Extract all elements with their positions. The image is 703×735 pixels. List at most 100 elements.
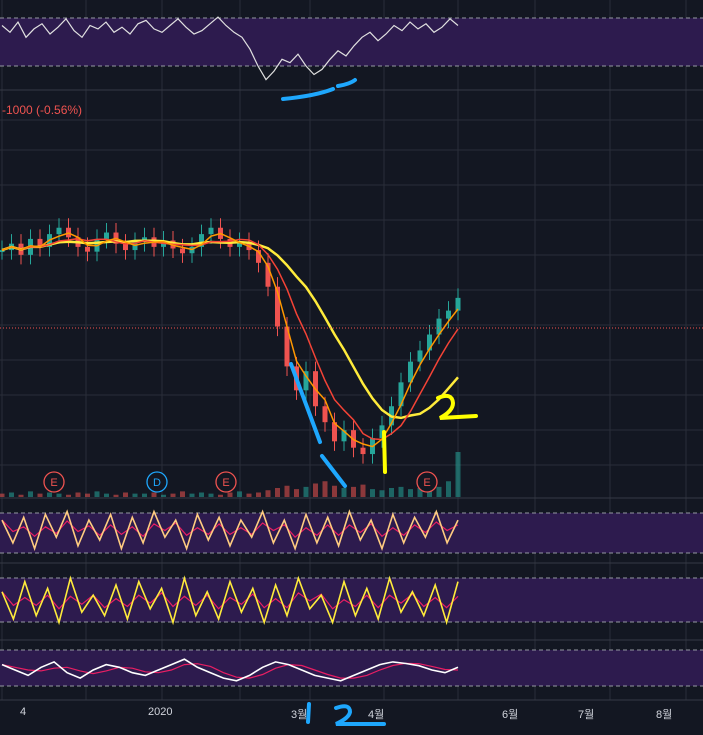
band-fill-0	[0, 18, 703, 66]
candle-body-14	[132, 242, 138, 251]
volume-bar-34	[322, 481, 328, 497]
volume-bar-43	[408, 489, 413, 497]
ma-short-line	[1, 232, 459, 448]
volume-bar-21	[199, 492, 204, 497]
top-oscillator-line	[1, 16, 459, 81]
x-axis-label-2: 3월	[291, 709, 308, 721]
volume-bar-44	[417, 488, 423, 497]
stochastic-3-signal	[1, 662, 459, 679]
candle-body-0	[0, 250, 5, 253]
volume-bar-31	[294, 489, 299, 497]
volume-bar-16	[151, 492, 157, 497]
event-marker-circle-3	[416, 471, 438, 493]
candle-body-47	[446, 310, 451, 319]
candle-body-21	[199, 234, 204, 247]
volume-bar-27	[256, 492, 261, 497]
volume-bar-48	[455, 452, 461, 497]
volume-bar-17	[161, 494, 166, 497]
event-marker-label-0: E	[50, 477, 57, 489]
stochastic-1-signal	[1, 519, 459, 539]
x-axis-label-0: 4	[20, 706, 27, 718]
annotation-blue-bottom-two	[334, 704, 386, 726]
volume-bar-28	[265, 490, 271, 497]
volume-bar-8	[75, 492, 81, 497]
candle-body-36	[341, 430, 347, 442]
volume-bar-26	[246, 493, 252, 497]
candle-body-11	[104, 232, 109, 239]
candle-body-9	[85, 246, 90, 252]
volume-bar-33	[313, 483, 318, 497]
candle-body-25	[237, 242, 242, 247]
event-marker-circle-1	[146, 471, 168, 493]
volume-bar-9	[85, 493, 90, 497]
annotation-blue-bottom-one	[306, 702, 311, 724]
volume-bar-15	[142, 493, 147, 497]
annotation-blue-diag-2	[320, 454, 347, 488]
x-axis-label-1: 2020	[148, 706, 173, 718]
candle-body-34	[322, 406, 328, 423]
volume-bar-13	[123, 492, 128, 497]
candle-body-44	[417, 350, 423, 362]
volume-bar-22	[208, 493, 214, 497]
candle-body-28	[265, 262, 271, 287]
stochastic-2-main	[1, 575, 459, 626]
volume-bar-30	[284, 485, 290, 497]
annotation-yellow-one	[382, 430, 387, 474]
candle-body-42	[398, 382, 404, 407]
volume-bar-14	[132, 493, 138, 497]
candle-body-43	[408, 361, 413, 383]
event-marker-circle-0	[43, 471, 65, 493]
x-axis-label-4: 6월	[502, 709, 519, 721]
volume-bar-1	[9, 492, 14, 497]
volume-bar-5	[47, 492, 52, 497]
volume-bar-40	[379, 490, 385, 497]
volume-bar-24	[227, 492, 233, 497]
candle-body-4	[37, 238, 43, 247]
annotation-blue-top-curve	[281, 78, 357, 101]
volume-bar-42	[398, 486, 404, 497]
annotation-blue-diag-1	[289, 362, 322, 444]
candle-body-13	[123, 243, 128, 251]
volume-bar-11	[104, 493, 109, 497]
volume-bar-38	[360, 484, 366, 497]
volume-bar-0	[0, 493, 5, 497]
volume-bar-20	[189, 493, 195, 497]
volume-bar-12	[113, 494, 119, 497]
volume-bar-10	[94, 491, 100, 497]
candle-body-40	[379, 425, 385, 439]
annotation-yellow-two	[436, 393, 478, 420]
volume-bar-3	[28, 491, 33, 497]
band-fill-3	[0, 650, 703, 686]
event-marker-label-2: E	[222, 477, 229, 489]
volume-bar-4	[37, 493, 43, 497]
volume-bar-25	[237, 491, 242, 497]
volume-bar-47	[446, 481, 451, 497]
candle-body-30	[284, 326, 290, 367]
x-axis-label-3: 4월	[368, 709, 385, 721]
candle-body-38	[360, 447, 366, 455]
volume-bar-19	[180, 491, 185, 497]
volume-bar-6	[56, 493, 62, 497]
candle-body-19	[180, 248, 185, 254]
candle-body-32	[303, 371, 309, 391]
volume-bar-7	[66, 494, 71, 497]
event-marker-label-1: D	[153, 477, 161, 489]
ma-long-line	[1, 239, 459, 420]
price-change-label: -1000 (-0.56%)	[2, 103, 83, 117]
candle-body-35	[332, 422, 337, 442]
volume-bar-29	[275, 488, 280, 497]
candle-body-48	[455, 297, 461, 311]
volume-bar-23	[218, 494, 223, 497]
volume-bar-18	[170, 493, 176, 497]
volume-bar-35	[332, 485, 337, 497]
candle-body-27	[256, 250, 261, 263]
event-marker-circle-2	[215, 471, 237, 493]
volume-bar-46	[436, 486, 442, 497]
stochastic-3-main	[1, 658, 459, 682]
volume-bar-32	[303, 486, 309, 497]
x-axis-label-6: 8월	[656, 709, 673, 721]
volume-bar-41	[389, 488, 394, 497]
candle-body-29	[275, 286, 280, 327]
volume-bar-2	[18, 494, 24, 497]
